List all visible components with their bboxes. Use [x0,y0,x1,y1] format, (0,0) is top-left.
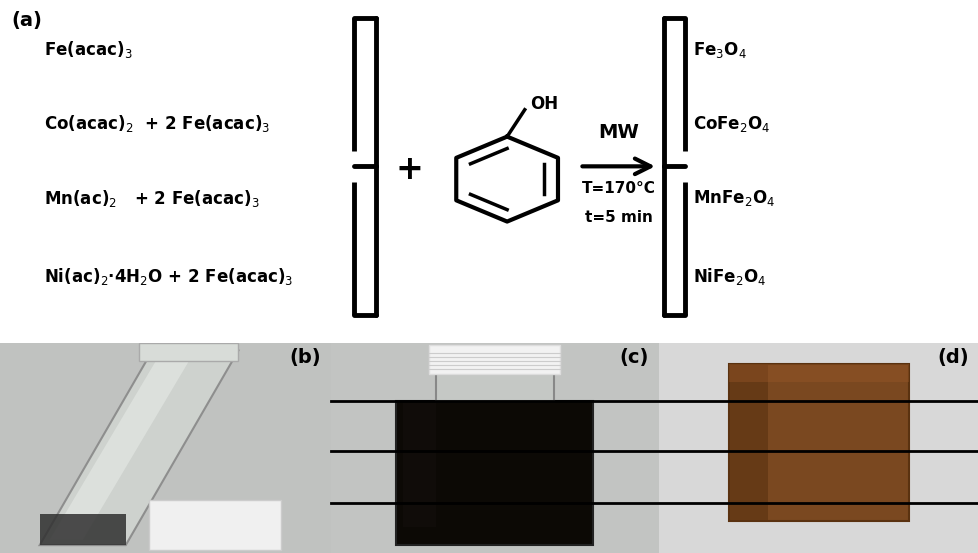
Polygon shape [658,343,978,553]
Polygon shape [149,500,281,550]
Polygon shape [729,364,908,521]
Text: Fe(acac)$_3$: Fe(acac)$_3$ [44,39,133,60]
Text: Ni(ac)$_2$·4H$_2$O + 2 Fe(acac)$_3$: Ni(ac)$_2$·4H$_2$O + 2 Fe(acac)$_3$ [44,265,293,286]
Polygon shape [0,343,331,553]
Text: (c): (c) [619,348,648,367]
Polygon shape [729,364,908,382]
Text: CoFe$_2$O$_4$: CoFe$_2$O$_4$ [692,114,770,134]
Text: Co(acac)$_2$  + 2 Fe(acac)$_3$: Co(acac)$_2$ + 2 Fe(acac)$_3$ [44,113,270,134]
Text: OH: OH [530,95,558,113]
Polygon shape [428,346,559,374]
Text: (d): (d) [937,348,968,367]
Text: (a): (a) [12,11,43,30]
Text: T=170°C: T=170°C [581,181,655,196]
Text: MnFe$_2$O$_4$: MnFe$_2$O$_4$ [692,188,775,208]
Text: Fe$_3$O$_4$: Fe$_3$O$_4$ [692,40,746,60]
Text: (b): (b) [289,348,321,367]
Polygon shape [40,514,125,545]
Text: MW: MW [598,123,639,142]
Polygon shape [729,364,767,521]
Polygon shape [50,356,192,540]
Text: Mn(ac)$_2$   + 2 Fe(acac)$_3$: Mn(ac)$_2$ + 2 Fe(acac)$_3$ [44,187,259,208]
Text: t=5 min: t=5 min [584,210,652,225]
Polygon shape [403,400,435,526]
Polygon shape [396,400,593,545]
Text: NiFe$_2$O$_4$: NiFe$_2$O$_4$ [692,265,766,286]
Text: +: + [395,153,422,186]
Polygon shape [331,343,658,553]
Polygon shape [435,374,554,400]
Polygon shape [139,343,238,361]
Polygon shape [40,351,238,545]
